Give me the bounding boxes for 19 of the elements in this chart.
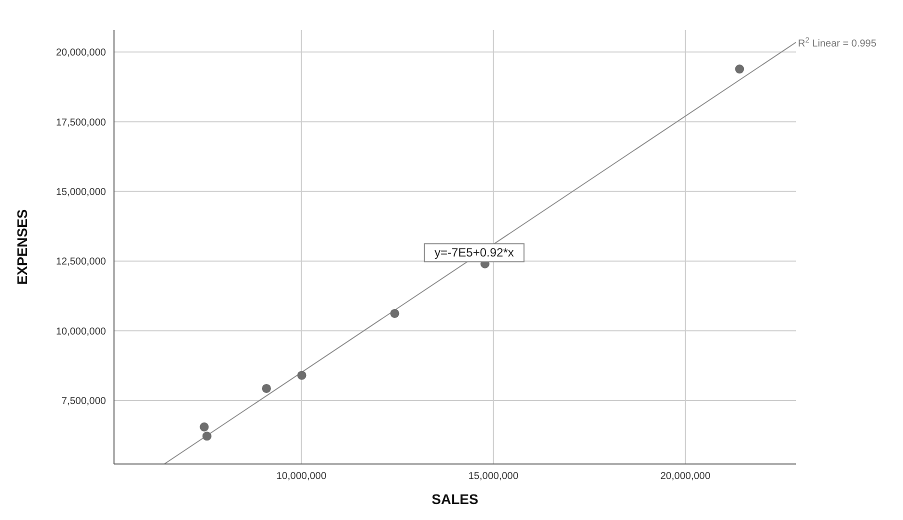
y-axis-title: EXPENSES xyxy=(14,209,30,285)
point xyxy=(262,384,271,393)
point xyxy=(202,432,212,441)
x-axis-title: SALES xyxy=(432,491,478,507)
point xyxy=(297,370,306,380)
y-tick-label: 10,000,000 xyxy=(56,326,106,338)
point xyxy=(390,308,400,318)
annotation: R$^{2}$ Linear = 0.995 xyxy=(798,34,877,50)
point xyxy=(735,64,744,74)
y-tick-label: 20,000,000 xyxy=(56,48,106,59)
point xyxy=(200,422,209,432)
x-tick-label: 10,000,000 xyxy=(276,471,327,482)
y-tick-label: 12,500,000 xyxy=(56,256,106,268)
y-tick-label: 17,500,000 xyxy=(56,117,106,128)
x-tick-label: 20,000,000 xyxy=(660,471,711,482)
annotation: y=-7E5+0.92*x xyxy=(434,246,514,260)
y-tick-label: 7,500,000 xyxy=(62,396,106,407)
y-tick-label: 15,000,000 xyxy=(56,186,106,198)
x-tick-label: 15,000,000 xyxy=(468,471,519,482)
